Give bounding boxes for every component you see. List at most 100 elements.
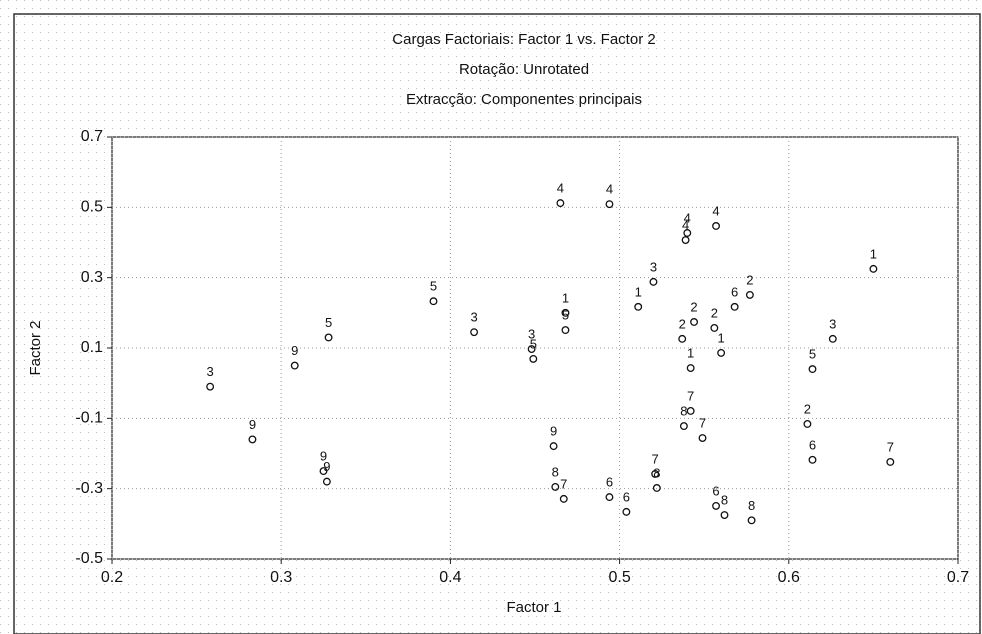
point <box>319 467 328 476</box>
point <box>551 482 560 491</box>
point-label: 2 <box>679 316 686 331</box>
y-tick-label: -0.5 <box>75 550 103 567</box>
point-label: 2 <box>690 299 697 314</box>
point-label: 3 <box>829 316 836 331</box>
point-label: 7 <box>687 388 694 403</box>
point-label: 1 <box>687 345 694 360</box>
point <box>710 324 719 332</box>
point <box>720 511 729 519</box>
point-label: 9 <box>249 417 256 432</box>
y-tick-label: 0.7 <box>81 128 103 145</box>
point-label: 7 <box>699 415 706 430</box>
point-label: 5 <box>530 336 537 351</box>
point <box>651 469 660 478</box>
point-label: 4 <box>682 217 689 232</box>
point-label: 2 <box>804 401 811 416</box>
point-label: 6 <box>712 483 719 498</box>
point-label: 7 <box>560 476 567 491</box>
point-label: 1 <box>562 290 569 305</box>
point <box>747 516 756 525</box>
point <box>561 326 570 335</box>
point-label: 8 <box>653 465 660 480</box>
point <box>556 199 565 208</box>
point-label: 5 <box>325 315 332 330</box>
x-tick-label: 0.7 <box>947 569 969 586</box>
x-tick-label: 0.6 <box>778 569 800 586</box>
point <box>886 457 895 466</box>
point-label: 9 <box>291 343 298 358</box>
point-label: 7 <box>652 451 659 466</box>
point <box>686 406 695 415</box>
point <box>605 200 614 209</box>
x-tick-label: 0.2 <box>101 569 123 586</box>
y-tick-label: -0.3 <box>75 480 103 497</box>
chart-title: Cargas Factoriais: Factor 1 vs. Factor 2 <box>392 31 655 48</box>
point <box>679 422 688 431</box>
x-tick-label: 0.4 <box>439 569 461 586</box>
point <box>730 302 739 311</box>
chart-subtitle: Rotação: Unrotated <box>459 61 589 78</box>
point-label: 9 <box>550 424 557 439</box>
point <box>649 277 658 286</box>
point <box>290 361 299 370</box>
point <box>248 435 257 444</box>
x-tick-label: 0.5 <box>608 569 630 586</box>
point-label: 4 <box>606 182 613 197</box>
point <box>712 222 720 230</box>
point <box>690 318 698 326</box>
point-label: 1 <box>870 246 877 261</box>
point <box>561 308 570 317</box>
point <box>652 484 661 492</box>
x-tick-label: 0.3 <box>270 569 292 586</box>
point <box>803 420 812 428</box>
point <box>745 290 754 299</box>
point-label: 8 <box>748 498 755 513</box>
chart-subtitle: Extracção: Componentes principais <box>406 91 642 108</box>
y-tick-label: 0.5 <box>81 199 103 216</box>
point <box>470 328 479 337</box>
point-label: 8 <box>552 464 559 479</box>
point <box>634 302 643 311</box>
point <box>808 455 817 464</box>
y-tick-label: 0.1 <box>81 339 103 356</box>
point-label: 4 <box>684 210 691 225</box>
point <box>828 334 837 343</box>
point-label: 1 <box>718 330 725 345</box>
frame <box>13 13 981 634</box>
point-label: 6 <box>623 489 630 504</box>
point <box>549 442 558 451</box>
point <box>681 236 690 244</box>
point-label: 5 <box>562 308 569 323</box>
point-label: 8 <box>721 492 728 507</box>
point <box>324 333 333 342</box>
point-label: 2 <box>746 272 753 287</box>
point-label: 7 <box>887 439 894 454</box>
y-tick-label: 0.3 <box>81 269 103 286</box>
point <box>429 297 438 306</box>
point <box>605 493 614 502</box>
x-axis-label: Factor 1 <box>506 599 561 616</box>
point-label: 1 <box>635 284 642 299</box>
point <box>808 365 817 374</box>
point <box>527 345 536 354</box>
point-label: 9 <box>320 449 327 464</box>
point <box>686 364 695 372</box>
point <box>869 264 878 273</box>
point <box>622 507 631 516</box>
point <box>712 501 720 510</box>
point-label: 6 <box>731 284 738 299</box>
y-axis-label: Factor 2 <box>27 320 44 375</box>
point <box>678 334 687 343</box>
point <box>206 382 215 391</box>
point-label: 5 <box>809 347 816 362</box>
point-label: 6 <box>606 475 613 490</box>
point-label: 6 <box>809 437 816 452</box>
point <box>529 354 538 363</box>
point <box>698 434 707 442</box>
point-label: 8 <box>680 404 687 419</box>
y-tick-label: -0.1 <box>75 410 103 427</box>
point <box>683 229 692 237</box>
point-label: 4 <box>712 203 719 218</box>
point-label: 9 <box>323 459 330 474</box>
